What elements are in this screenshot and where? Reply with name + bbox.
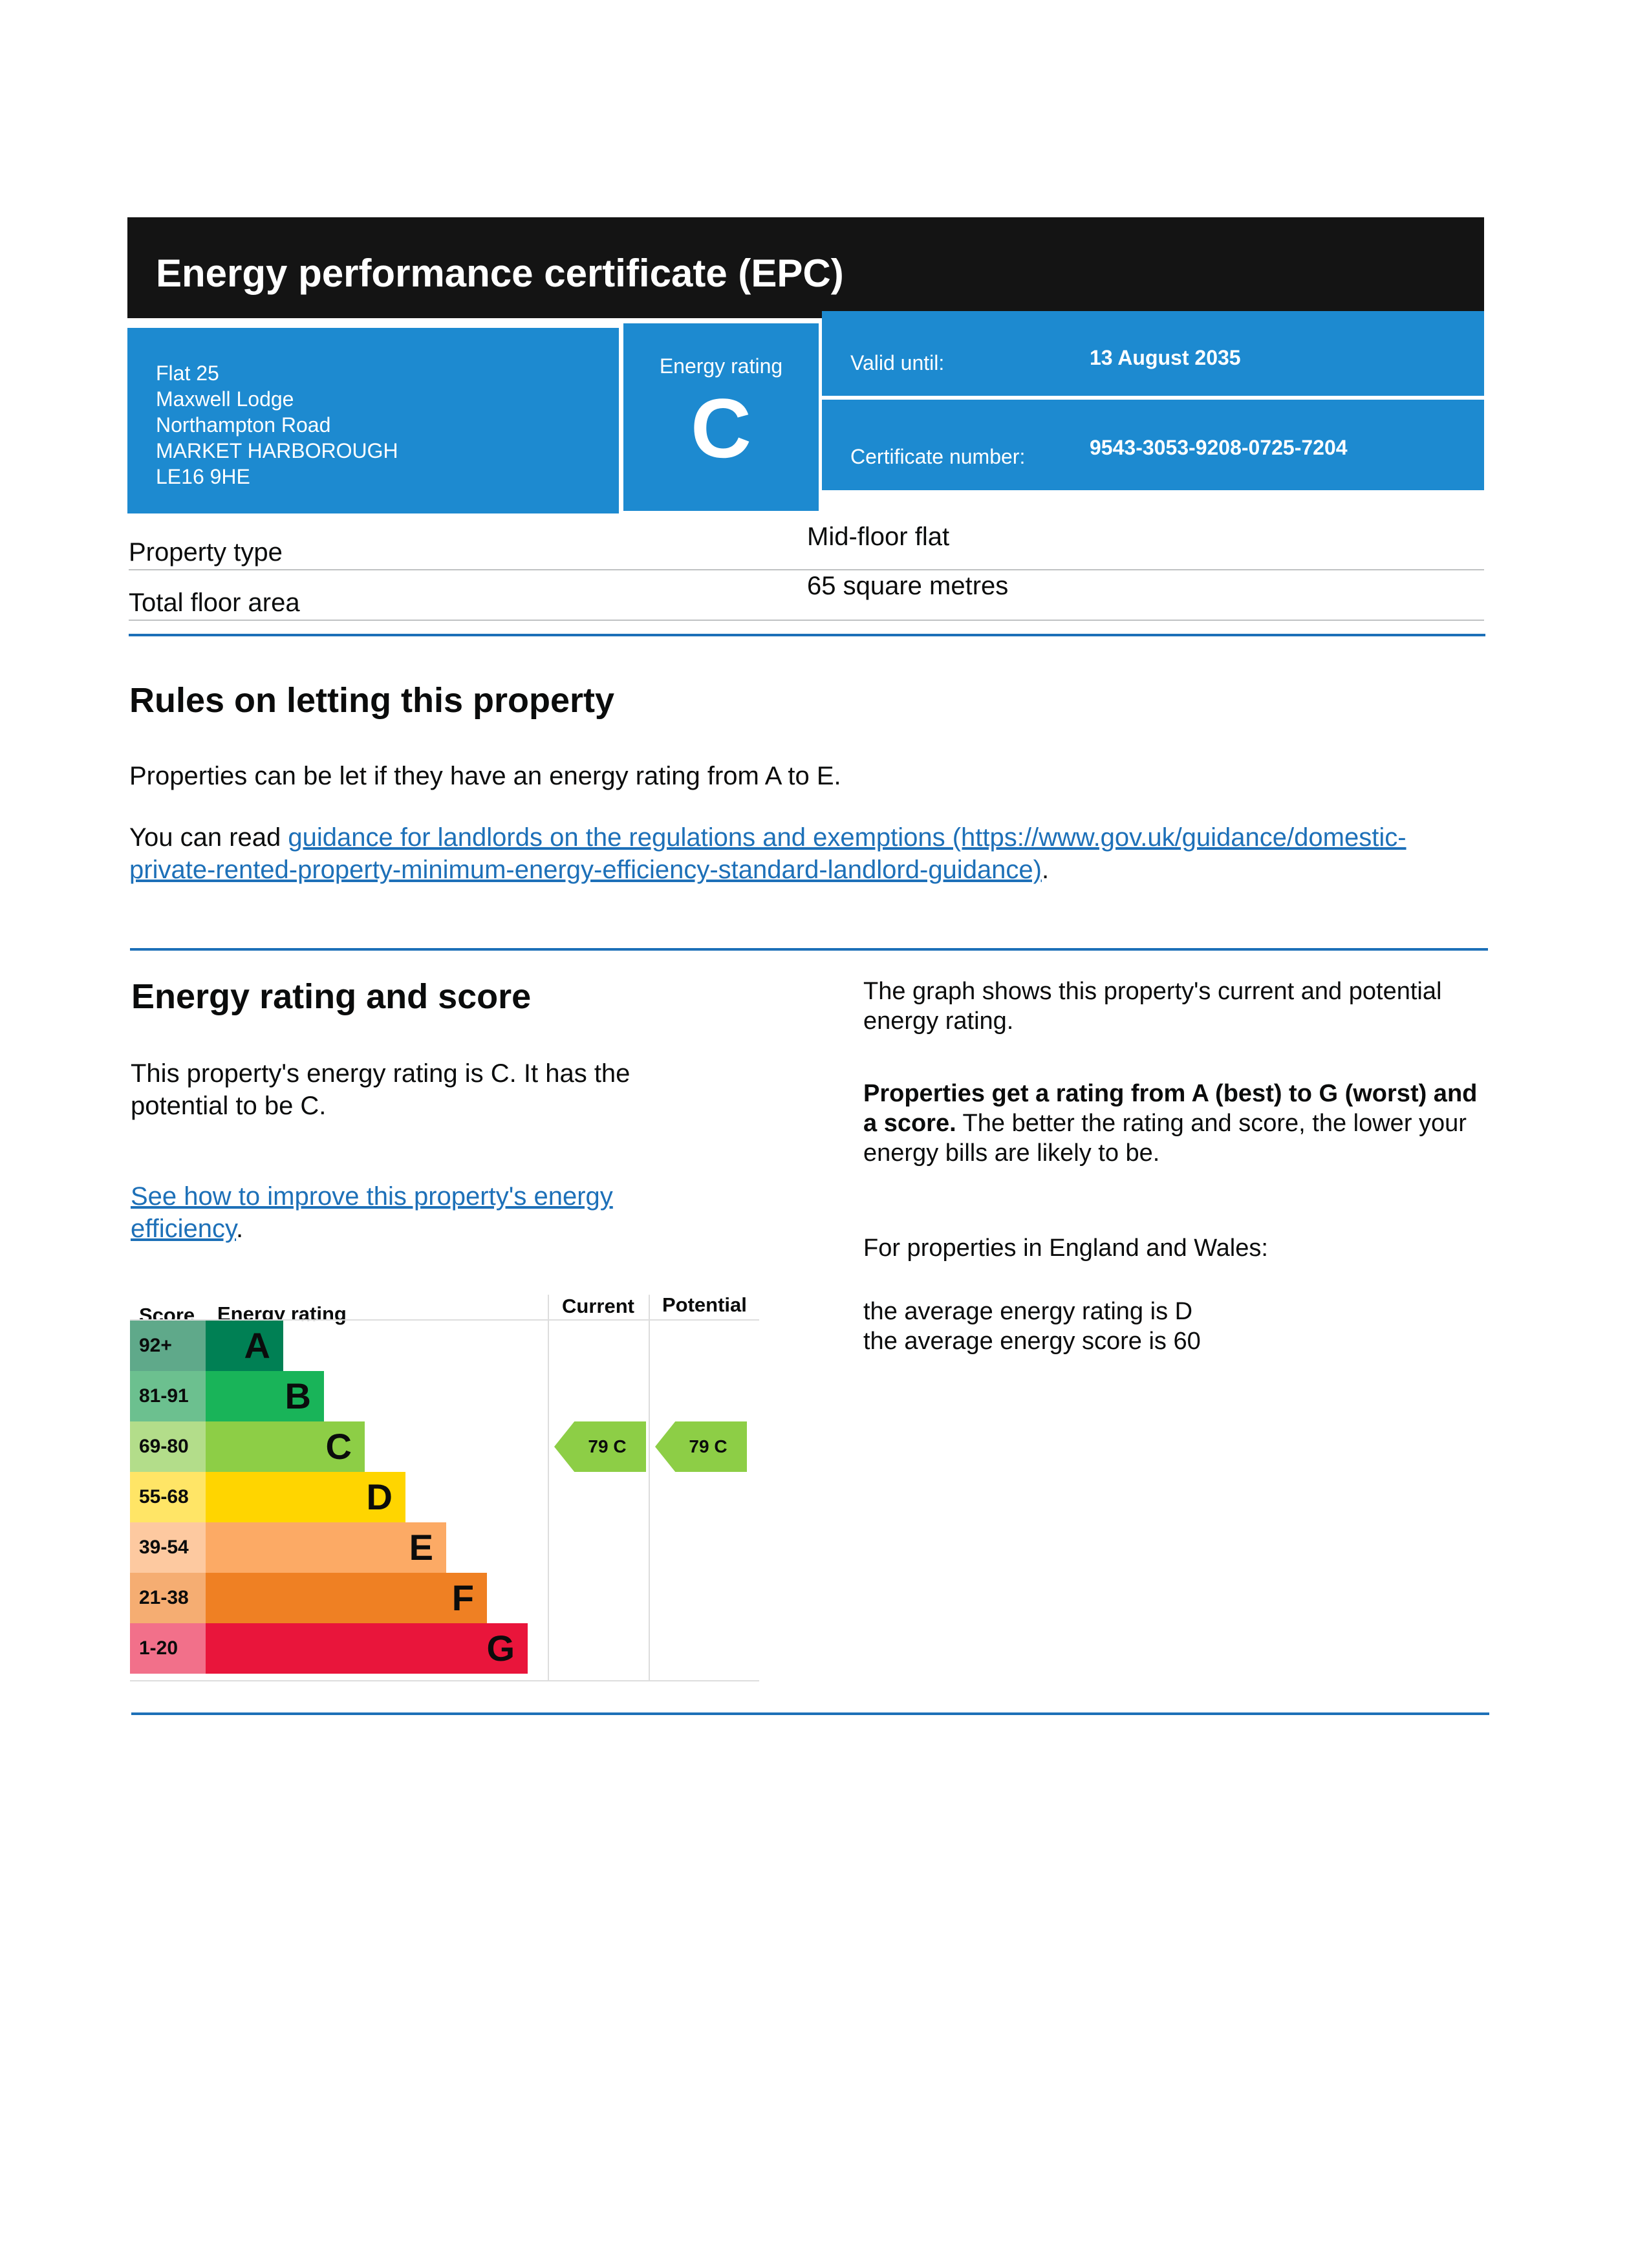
certificate-number-box: Certificate number: 9543-3053-9208-0725-… — [822, 400, 1484, 490]
rating-explanation: Properties get a rating from A (best) to… — [863, 1079, 1484, 1168]
floor-area-label: Total floor area — [129, 589, 300, 617]
certificate-number-label: Certificate number: — [850, 445, 1026, 468]
section-divider — [129, 634, 1485, 636]
score-range-d: 55-68 — [130, 1472, 206, 1522]
improve-suffix: . — [236, 1215, 244, 1243]
divider — [129, 620, 1484, 621]
valid-until-label: Valid until: — [850, 351, 945, 374]
energy-rating-chart: Score Energy rating Current Potential 92… — [130, 1293, 759, 1681]
score-range-b: 81-91 — [130, 1371, 206, 1421]
current-column-header: Current — [562, 1295, 634, 1317]
chart-bottom-border — [130, 1680, 759, 1681]
score-range-c: 69-80 — [130, 1421, 206, 1472]
score-text: This property's energy rating is C. It h… — [131, 1059, 630, 1120]
address-line: LE16 9HE — [156, 465, 250, 488]
england-wales-text: For properties in England and Wales: — [863, 1235, 1268, 1262]
section-divider — [130, 948, 1488, 951]
valid-until-value: 13 August 2035 — [1090, 346, 1241, 369]
column-divider — [649, 1295, 650, 1681]
energy-rating-box: Energy rating C — [623, 323, 819, 511]
improve-text: See how to improve this property's energ… — [131, 1180, 687, 1245]
address-line: MARKET HARBOROUGH — [156, 439, 398, 462]
rating-bar-c: C — [206, 1421, 365, 1472]
energy-rating-value: C — [691, 381, 751, 475]
valid-until-box: Valid until: 13 August 2035 — [822, 311, 1484, 396]
column-divider — [548, 1295, 549, 1681]
potential-column-header: Potential — [662, 1293, 747, 1316]
address-line: Flat 25 — [156, 362, 219, 385]
rating-explanation-bold: Properties get a rating from A (best) to… — [863, 1080, 1478, 1137]
score-range-g: 1-20 — [130, 1623, 206, 1674]
guidance-link[interactable]: guidance for landlords on the regulation… — [129, 823, 1406, 884]
certificate-number-value: 9543-3053-9208-0725-7204 — [1090, 436, 1348, 459]
rating-bar-e: E — [206, 1522, 446, 1573]
guidance-prefix: You can read — [129, 823, 288, 852]
property-type-label: Property type — [129, 538, 283, 567]
score-range-a: 92+ — [130, 1321, 206, 1371]
potential-rating-arrow: 79 C — [655, 1421, 747, 1472]
rating-bar-a: A — [206, 1321, 283, 1371]
score-range-e: 39-54 — [130, 1522, 206, 1573]
letting-heading: Rules on letting this property — [129, 681, 615, 720]
header-divider — [130, 1319, 759, 1321]
letting-guidance: You can read guidance for landlords on t… — [129, 821, 1416, 886]
rating-bar-d: D — [206, 1472, 405, 1522]
rating-bar-g: G — [206, 1623, 528, 1674]
letting-text: Properties can be let if they have an en… — [129, 762, 841, 790]
divider — [129, 569, 1484, 570]
section-divider — [131, 1712, 1489, 1715]
graph-text: The graph shows this property's current … — [863, 978, 1442, 1035]
current-rating-arrow: 79 C — [554, 1421, 646, 1472]
rating-explanation-rest: The better the rating and score, the low… — [863, 1110, 1467, 1167]
score-range-f: 21-38 — [130, 1573, 206, 1623]
address-block: Flat 25 Maxwell Lodge Northampton Road M… — [127, 328, 619, 513]
property-type-value: Mid-floor flat — [807, 523, 950, 551]
guidance-suffix: . — [1042, 856, 1050, 884]
rating-bar-b: B — [206, 1371, 324, 1421]
average-score: the average energy score is 60 — [863, 1328, 1201, 1355]
epc-header: Energy performance certificate (EPC) — [127, 217, 1484, 318]
average-rating: the average energy rating is D — [863, 1298, 1193, 1325]
score-heading: Energy rating and score — [131, 977, 532, 1016]
improve-link[interactable]: See how to improve this property's energ… — [131, 1182, 613, 1243]
address-line: Northampton Road — [156, 413, 331, 437]
rating-bar-f: F — [206, 1573, 487, 1623]
floor-area-value: 65 square metres — [807, 572, 1009, 600]
page-title: Energy performance certificate (EPC) — [156, 252, 844, 295]
energy-rating-label: Energy rating — [659, 354, 783, 378]
address-line: Maxwell Lodge — [156, 387, 294, 411]
